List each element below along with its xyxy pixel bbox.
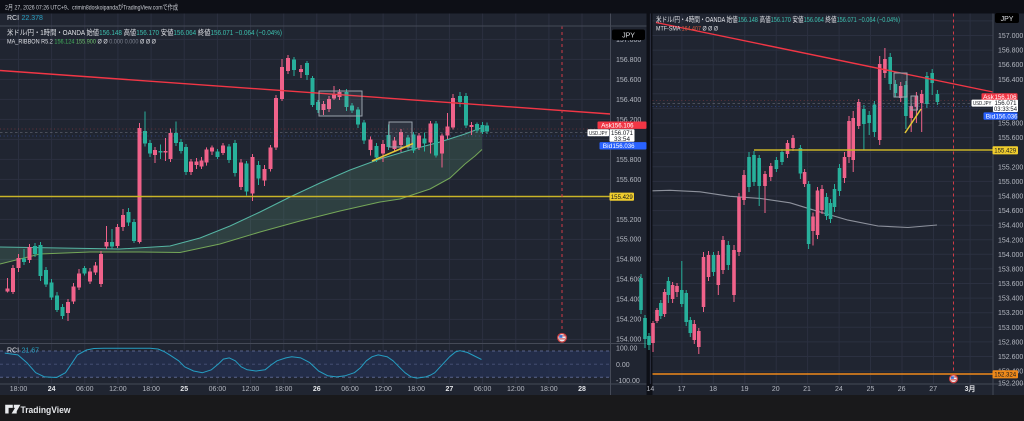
svg-text:155.200: 155.200 [998, 164, 1023, 171]
svg-text:-100.00: -100.00 [616, 378, 640, 385]
svg-text:USD.JPY: USD.JPY [589, 131, 608, 137]
svg-text:24: 24 [48, 386, 56, 393]
svg-text:154.600: 154.600 [998, 208, 1023, 215]
svg-text:Ask: Ask [983, 94, 995, 101]
svg-text:Bid: Bid [603, 143, 613, 150]
svg-text:155.429: 155.429 [994, 148, 1016, 155]
svg-text:156.400: 156.400 [616, 97, 641, 104]
svg-text:156.600: 156.600 [616, 77, 641, 84]
svg-text:155.600: 155.600 [616, 177, 641, 184]
svg-text:米ドル/円・1時間・OANDA 始値156.148 高値1: 米ドル/円・1時間・OANDA 始値156.148 高値156.170 安値15… [7, 28, 282, 37]
svg-text:RCI: RCI [7, 15, 19, 22]
svg-text:JPY: JPY [622, 33, 635, 40]
svg-text:TradingView: TradingView [21, 405, 71, 416]
svg-text:155.800: 155.800 [616, 157, 641, 164]
svg-text:154.400: 154.400 [998, 223, 1023, 230]
svg-text:154.000: 154.000 [616, 337, 641, 344]
svg-text:155.800: 155.800 [998, 121, 1023, 128]
svg-text:153.800: 153.800 [998, 266, 1023, 273]
svg-text:12:00: 12:00 [374, 386, 392, 393]
svg-text:156.800: 156.800 [998, 48, 1023, 55]
svg-text:03:33:54: 03:33:54 [994, 106, 1018, 113]
svg-text:12:00: 12:00 [109, 386, 127, 393]
svg-text:156.036: 156.036 [996, 113, 1018, 120]
svg-text:MA_RIBBON R5.2 156.124 155.9: MA_RIBBON R5.2 156.124 155.900 Ø Ø 0.000… [7, 38, 156, 45]
svg-text:155.000: 155.000 [998, 179, 1023, 186]
svg-text:06:00: 06:00 [76, 386, 94, 393]
svg-text:156.071: 156.071 [611, 130, 633, 137]
svg-text:26: 26 [898, 386, 906, 393]
svg-text:25: 25 [867, 386, 875, 393]
svg-text:33:54: 33:54 [614, 136, 630, 143]
svg-text:27: 27 [929, 386, 937, 393]
svg-text:156.106: 156.106 [612, 122, 634, 129]
svg-text:17: 17 [678, 386, 686, 393]
svg-text:155.200: 155.200 [616, 217, 641, 224]
svg-text:154.600: 154.600 [616, 277, 641, 284]
svg-text:MTF-SMA 164.407 Ø Ø Ø: MTF-SMA 164.407 Ø Ø Ø [656, 26, 718, 33]
svg-text:18:00: 18:00 [275, 386, 293, 393]
svg-text:156.200: 156.200 [616, 117, 641, 124]
svg-text:153.600: 153.600 [998, 281, 1023, 288]
svg-text:25: 25 [180, 386, 188, 393]
svg-text:JPY: JPY [1001, 16, 1014, 23]
svg-text:154.800: 154.800 [616, 257, 641, 264]
svg-text:19: 19 [741, 386, 749, 393]
svg-text:18: 18 [709, 386, 717, 393]
svg-text:06:00: 06:00 [341, 386, 359, 393]
svg-text:28: 28 [578, 386, 586, 393]
svg-text:152.200: 152.200 [998, 381, 1023, 388]
svg-text:156.800: 156.800 [616, 57, 641, 64]
svg-text:12:00: 12:00 [507, 386, 525, 393]
svg-text:154.200: 154.200 [998, 237, 1023, 244]
svg-text:18:00: 18:00 [408, 386, 426, 393]
svg-text:20: 20 [772, 386, 780, 393]
svg-text:156.600: 156.600 [998, 62, 1023, 69]
svg-text:2月 27, 2026 07:26 UTC+9、crimin: 2月 27, 2026 07:26 UTC+9、crimin8doskoipan… [5, 3, 178, 12]
svg-text:154.200: 154.200 [616, 317, 641, 324]
svg-text:Bid: Bid [986, 113, 996, 120]
svg-text:157.000: 157.000 [616, 37, 641, 44]
svg-text:12:00: 12:00 [242, 386, 260, 393]
svg-text:155.000: 155.000 [616, 237, 641, 244]
svg-text:06:00: 06:00 [209, 386, 227, 393]
svg-text:18:00: 18:00 [142, 386, 160, 393]
svg-text:156.071: 156.071 [995, 100, 1017, 107]
svg-text:14: 14 [647, 386, 655, 393]
svg-text:Ask: Ask [601, 122, 613, 129]
svg-text:26: 26 [313, 386, 321, 393]
svg-text:152.800: 152.800 [998, 339, 1023, 346]
svg-text:米ドル/円・4時間・OANDA 始値156.148 高値1: 米ドル/円・4時間・OANDA 始値156.148 高値156.170 安値15… [656, 15, 900, 24]
svg-text:156.036: 156.036 [613, 143, 635, 150]
svg-text:154.000: 154.000 [998, 252, 1023, 259]
svg-text:06:00: 06:00 [474, 386, 492, 393]
svg-text:100.00: 100.00 [616, 346, 638, 353]
svg-text:156.400: 156.400 [998, 77, 1023, 84]
svg-text:154.800: 154.800 [998, 194, 1023, 201]
svg-text:153.400: 153.400 [998, 296, 1023, 303]
svg-text:USD.JPY: USD.JPY [973, 101, 992, 107]
svg-text:152.324: 152.324 [994, 372, 1016, 379]
svg-text:155.600: 155.600 [998, 135, 1023, 142]
svg-text:154.400: 154.400 [616, 297, 641, 304]
svg-text:24: 24 [835, 386, 843, 393]
svg-text:18:00: 18:00 [540, 386, 558, 393]
svg-text:156.106: 156.106 [995, 94, 1017, 101]
svg-text:0.00: 0.00 [616, 362, 630, 369]
svg-text:153.000: 153.000 [998, 325, 1023, 332]
svg-text:RCI: RCI [7, 347, 19, 354]
svg-text:18:00: 18:00 [10, 386, 28, 393]
svg-text:153.200: 153.200 [998, 310, 1023, 317]
svg-text:22.378: 22.378 [22, 15, 44, 22]
svg-text:21: 21 [803, 386, 811, 393]
svg-text:152.600: 152.600 [998, 354, 1023, 361]
svg-text:21.67: 21.67 [22, 347, 40, 354]
svg-text:27: 27 [446, 386, 454, 393]
svg-text:3月: 3月 [965, 385, 976, 393]
svg-text:155.429: 155.429 [611, 194, 633, 201]
svg-text:157.000: 157.000 [998, 33, 1023, 40]
